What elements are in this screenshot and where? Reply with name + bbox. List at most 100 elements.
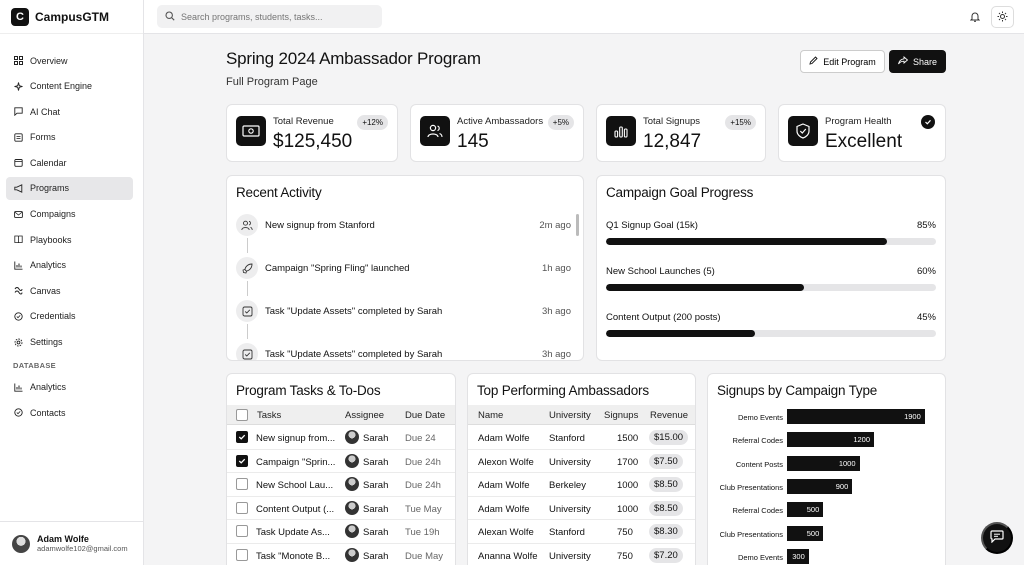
avatar (345, 547, 359, 562)
task-checkbox[interactable] (236, 431, 248, 443)
sidebar-item-compaigns[interactable]: Compaigns (6, 203, 133, 226)
stat-badge: +12% (357, 115, 388, 130)
activity-text: Campaign "Spring Fling" launched (265, 262, 410, 274)
book-icon (13, 235, 23, 245)
avatar (345, 500, 359, 515)
table-row[interactable]: Campaign "Sprin... Sarah Due 24h (227, 450, 455, 473)
activity-item[interactable]: New signup from Stanford 2m ago (236, 214, 571, 236)
sidebar: C CampusGTM Overview Content Engine AI C… (0, 0, 144, 565)
table-row[interactable]: Task Update As... Sarah Tue 19h (227, 520, 455, 544)
select-all-checkbox[interactable] (236, 409, 248, 421)
timeline-connector (247, 281, 248, 296)
ambassador-name: Alexan Wolfe (478, 527, 534, 538)
table-row[interactable]: Content Output (... Sarah Tue May (227, 497, 455, 520)
sidebar-item-db-analytics[interactable]: Analytics (6, 376, 133, 399)
sidebar-item-analytics[interactable]: Analytics (6, 254, 133, 277)
task-checkbox[interactable] (236, 548, 248, 561)
sun-icon (997, 10, 1008, 25)
stat-value: 145 (457, 131, 489, 152)
table-row[interactable]: Adam Wolfe Stanford 1500 $15.00 (468, 426, 695, 450)
column-header: Revenue (650, 410, 689, 421)
goal-percent: 85% (916, 220, 936, 231)
activity-time: 3h ago (541, 348, 571, 360)
stat-label: Total Signups (643, 116, 701, 127)
table-row[interactable]: Adam Wolfe Berkeley 1000 $8.50 (468, 473, 695, 497)
table-row[interactable]: Adam Wolfe University 1000 $8.50 (468, 497, 695, 520)
task-checkbox[interactable] (236, 454, 248, 467)
sidebar-item-calendar[interactable]: Calendar (6, 151, 133, 174)
sparkle-icon (13, 81, 23, 91)
bar: 1900 (787, 409, 925, 424)
activity-item[interactable]: Task "Update Assets" completed by Sarah … (236, 343, 571, 360)
search-input[interactable] (181, 11, 376, 22)
recent-activity-panel: Recent Activity New signup from Stanford… (226, 175, 584, 361)
task-due-date: Due 24h (405, 480, 441, 491)
bar-category-label: Referral Codes (732, 436, 783, 446)
stat-card-signups: Total Signups 12,847 +15% (596, 104, 766, 162)
ambassador-name: Ananna Wolfe (478, 550, 538, 562)
column-header: Due Date (405, 410, 446, 421)
bar-category-label: Demo Events (737, 413, 783, 422)
sidebar-item-overview[interactable]: Overview (6, 49, 133, 72)
brand[interactable]: C CampusGTM (0, 0, 143, 34)
tasks-panel: Program Tasks & To-Dos Tasks Assignee Du… (226, 373, 456, 565)
theme-toggle-button[interactable] (991, 6, 1014, 28)
sidebar-item-label: Forms (30, 132, 56, 143)
table-row[interactable]: New School Lau... Sarah Due 24h (227, 473, 455, 497)
activity-scrollbar[interactable] (576, 214, 579, 236)
ambassador-revenue: $7.20 (649, 547, 683, 563)
timeline-connector (247, 324, 248, 339)
share-button[interactable]: Share (889, 50, 946, 73)
table-row[interactable]: Alexon Wolfe University 1700 $7.50 (468, 450, 695, 473)
bell-icon[interactable] (969, 11, 981, 25)
table-row[interactable]: New signup from... Sarah Due 24 (227, 426, 455, 450)
users-icon (420, 116, 450, 146)
sidebar-item-label: Settings (30, 337, 63, 348)
ambassador-signups: 750 (617, 527, 633, 538)
avatar (345, 477, 359, 491)
goal-progress-track (606, 238, 936, 245)
activity-text: Task "Update Assets" completed by Sarah (265, 305, 443, 317)
sidebar-item-settings[interactable]: Settings (6, 331, 133, 354)
column-header: University (549, 410, 591, 421)
shield-check-icon (788, 116, 818, 146)
table-row[interactable]: Task "Monote B... Sarah Due May (227, 544, 455, 565)
stat-value: Excellent (825, 131, 903, 152)
sidebar-section-label: DATABASE (13, 360, 56, 370)
task-name: Content Output (... (256, 503, 335, 515)
users-icon (236, 214, 258, 236)
canvas-icon (13, 286, 23, 296)
chat-support-button[interactable] (981, 522, 1013, 554)
task-checkbox[interactable] (236, 525, 248, 537)
sidebar-item-content-engine[interactable]: Content Engine (6, 75, 133, 98)
table-row[interactable]: Alexan Wolfe Stanford 750 $8.30 (468, 520, 695, 544)
column-header: Name (478, 410, 504, 421)
task-checkbox[interactable] (236, 478, 248, 490)
check-icon (238, 430, 246, 444)
sidebar-item-label: Credentials (30, 311, 76, 322)
sidebar-item-forms[interactable]: Forms (6, 126, 133, 149)
page-subtitle: Full Program Page (226, 76, 318, 88)
task-checkbox[interactable] (236, 501, 248, 514)
brand-name: CampusGTM (35, 9, 110, 24)
activity-item[interactable]: Campaign "Spring Fling" launched 1h ago (236, 257, 571, 279)
table-row[interactable]: Ananna Wolfe University 750 $7.20 (468, 544, 695, 565)
task-assignee: Sarah (363, 503, 389, 515)
activity-time: 2m ago (539, 219, 571, 231)
user-profile[interactable]: Adam Wolfe adamwolfe102@gmail.com (0, 521, 143, 565)
sidebar-item-playbooks[interactable]: Playbooks (6, 228, 133, 251)
sidebar-item-db-contacts[interactable]: Contacts (6, 401, 133, 424)
bar: 500 (787, 502, 824, 518)
sidebar-item-canvas[interactable]: Canvas (6, 279, 133, 302)
sidebar-item-programs[interactable]: Programs (6, 176, 133, 200)
stat-label: Total Revenue (273, 116, 334, 127)
ambassador-university: Stanford (549, 527, 585, 538)
task-due-date: Tue May (405, 503, 442, 515)
sidebar-item-credentials[interactable]: Credentials (6, 305, 133, 328)
edit-program-button[interactable]: Edit Program (800, 50, 885, 73)
goal-progress-track (606, 284, 936, 291)
sidebar-item-ai-chat[interactable]: AI Chat (6, 100, 133, 123)
activity-time: 3h ago (541, 305, 571, 317)
activity-item[interactable]: Task "Update Assets" completed by Sarah … (236, 300, 571, 322)
signups-chart-panel: Signups by Campaign Type Demo Events 190… (707, 373, 946, 565)
